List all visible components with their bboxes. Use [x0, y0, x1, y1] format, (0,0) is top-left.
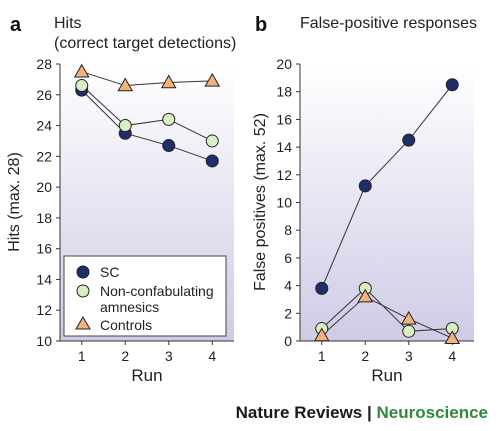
series-line-controls [321, 296, 453, 339]
data-point-sc [205, 154, 219, 168]
data-point-controls [444, 330, 461, 344]
panel-b: b False-positive responses 0246810121416… [252, 14, 477, 385]
y-tick-label: 4 [284, 278, 292, 294]
series-line-sc [321, 84, 453, 289]
series-line-non-confabulating-amnesics [321, 287, 453, 332]
x-tick-label: 2 [361, 348, 369, 364]
y-tick-label: 6 [284, 250, 292, 266]
panel-b-plot-area [300, 64, 474, 341]
legend-controls-label: Controls [100, 317, 152, 333]
y-tick-label: 18 [276, 84, 292, 100]
series-line-non-confabulating-amnesics [81, 85, 213, 142]
x-tick-label: 3 [165, 348, 173, 364]
data-point-sc [445, 78, 459, 92]
data-point-non-confabulating-amnesics [402, 324, 416, 338]
x-tick-label: 3 [405, 348, 413, 364]
legend-controls-marker [75, 316, 91, 330]
y-tick-label: 10 [276, 195, 292, 211]
y-tick-label: 14 [276, 139, 292, 155]
x-tick-label: 1 [78, 348, 86, 364]
panel-b-ylabel: False positives (max. 52) [252, 113, 269, 291]
data-point-non-confabulating-amnesics [75, 79, 89, 93]
legend-sc-label: SC [100, 264, 119, 280]
y-tick-label: 28 [36, 56, 52, 72]
legend-sc-marker [76, 265, 90, 279]
panel-a-title: Hits [54, 15, 82, 32]
panel-a-subtitle: (correct target detections) [54, 35, 236, 52]
data-point-controls [313, 327, 330, 342]
y-tick-label: 12 [36, 302, 52, 318]
y-tick-label: 24 [36, 118, 52, 134]
y-tick-label: 16 [276, 111, 292, 127]
data-point-sc [162, 139, 176, 153]
panel-b-title: False-positive responses [300, 15, 477, 32]
journal-section: Neuroscience [376, 403, 489, 422]
legend-non-confabulating-label-line1: Non-confabulating [100, 283, 214, 299]
x-tick-label: 2 [121, 348, 129, 364]
y-tick-label: 22 [36, 148, 52, 164]
footer-separator: | [367, 403, 372, 422]
data-point-controls [73, 63, 90, 78]
y-tick-label: 14 [36, 271, 52, 287]
data-point-controls [160, 74, 177, 89]
data-point-sc [358, 179, 372, 193]
panel-b-series [313, 78, 461, 344]
y-tick-label: 12 [276, 167, 292, 183]
data-point-controls [357, 288, 374, 303]
y-tick-label: 0 [284, 333, 292, 349]
journal-footer: Nature Reviews | Neuroscience [236, 403, 488, 423]
x-tick-label: 4 [448, 348, 456, 364]
panel-a-letter: a [10, 14, 22, 36]
legend-non-confabulating-label-line2: amnesics [100, 299, 159, 315]
data-point-non-confabulating-amnesics [118, 119, 132, 133]
y-tick-label: 18 [36, 210, 52, 226]
y-tick-label: 26 [36, 87, 52, 103]
y-tick-label: 2 [284, 305, 292, 321]
data-point-sc [315, 281, 329, 295]
panel-a-xlabel: Run [131, 366, 162, 385]
panel-b-xlabel: Run [371, 366, 402, 385]
data-point-sc [402, 133, 416, 147]
data-point-non-confabulating-amnesics [205, 134, 219, 148]
y-tick-label: 10 [36, 333, 52, 349]
legend-non-confabulating-marker [76, 284, 90, 298]
panel-a-series [73, 63, 221, 168]
series-line-sc [81, 89, 213, 162]
x-tick-label: 4 [208, 348, 216, 364]
legend-box [63, 255, 227, 337]
data-point-controls [204, 72, 221, 87]
x-tick-label: 1 [318, 348, 326, 364]
panel-a: a Hits (correct target detections) 10121… [6, 14, 236, 385]
journal-name: Nature Reviews [235, 403, 363, 422]
y-tick-label: 16 [36, 241, 52, 257]
data-point-controls [400, 310, 417, 325]
y-tick-label: 20 [276, 56, 292, 72]
panel-a-ylabel: Hits (max. 28) [6, 152, 23, 252]
y-tick-label: 8 [284, 222, 292, 238]
legend: SC Non-confabulating amnesics Controls [63, 255, 227, 337]
data-point-controls [117, 77, 134, 92]
y-tick-label: 20 [36, 179, 52, 195]
data-point-non-confabulating-amnesics [162, 112, 176, 126]
panel-b-letter: b [255, 14, 267, 36]
series-line-controls [81, 71, 213, 87]
